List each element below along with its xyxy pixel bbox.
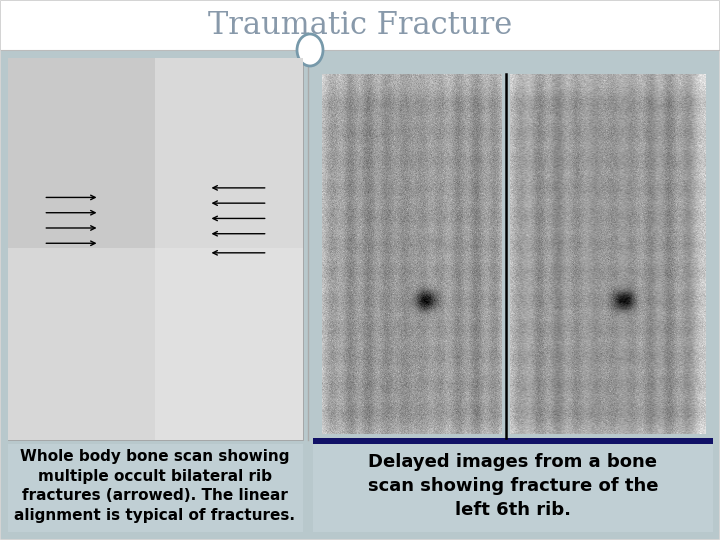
Bar	[1, 1, 719, 50]
Bar	[8, 444, 303, 532]
Bar	[313, 58, 713, 440]
Bar	[313, 438, 713, 444]
Bar	[8, 58, 303, 440]
Bar	[313, 444, 713, 532]
Text: Delayed images from a bone
scan showing fracture of the
left 6th rib.: Delayed images from a bone scan showing …	[368, 454, 658, 518]
Text: Whole body bone scan showing
multiple occult bilateral rib
fractures (arrowed). : Whole body bone scan showing multiple oc…	[14, 449, 295, 523]
Ellipse shape	[297, 34, 323, 66]
Text: Traumatic Fracture: Traumatic Fracture	[208, 10, 512, 40]
